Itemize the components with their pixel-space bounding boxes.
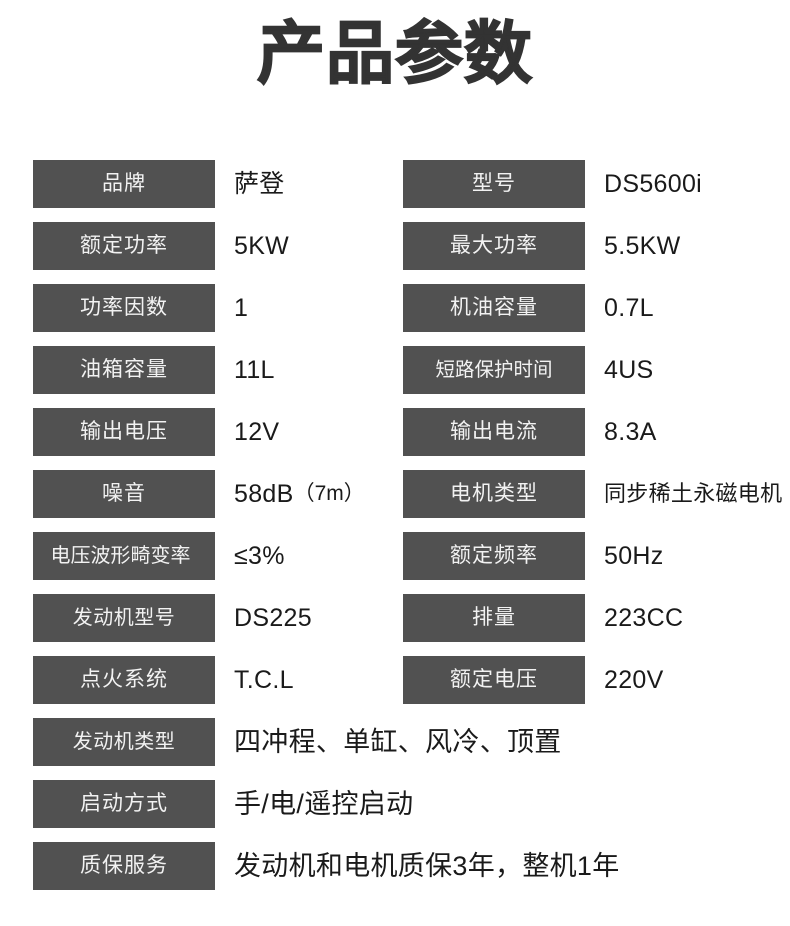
page-title: 产品参数 <box>256 15 533 93</box>
spec-value-short-circuit-time: 4US <box>604 356 654 384</box>
spec-cell-output-current: 输出电流 8.3A <box>403 408 768 470</box>
spec-value-engine-type: 四冲程、单缸、风冷、顶置 <box>234 727 562 757</box>
spec-cell-model: 型号 DS5600i <box>403 160 768 222</box>
spec-value-rated-power: 5KW <box>234 232 290 260</box>
spec-label-rated-voltage: 额定电压 <box>403 656 585 704</box>
spec-label-output-current: 输出电流 <box>403 408 585 456</box>
spec-cell-short-circuit-time: 短路保护时间 4US <box>403 346 768 408</box>
spec-label-noise: 噪音 <box>33 470 215 518</box>
spec-cell-engine-model: 发动机型号 DS225 <box>33 594 398 656</box>
spec-label-output-voltage: 输出电压 <box>33 408 215 456</box>
table-row: 发动机型号 DS225 排量 223CC <box>0 594 790 656</box>
spec-label-rated-frequency: 额定频率 <box>403 532 585 580</box>
spec-cell-rated-power: 额定功率 5KW <box>33 222 398 284</box>
table-row: 噪音 58dB （7m） 电机类型 同步稀土永磁电机 <box>0 470 790 532</box>
spec-cell-displacement: 排量 223CC <box>403 594 768 656</box>
spec-cell-tank-capacity: 油箱容量 11L <box>33 346 398 408</box>
spec-label-model: 型号 <box>403 160 585 208</box>
spec-value-displacement: 223CC <box>604 604 684 632</box>
spec-label-brand: 品牌 <box>33 160 215 208</box>
spec-value-start-mode: 手/电/遥控启动 <box>234 789 414 819</box>
spec-value-brand: 萨登 <box>234 170 285 198</box>
spec-value-ignition-system: T.C.L <box>234 666 294 694</box>
table-row: 启动方式 手/电/遥控启动 <box>0 780 790 842</box>
spec-value-engine-model: DS225 <box>234 604 312 632</box>
spec-label-rated-power: 额定功率 <box>33 222 215 270</box>
spec-cell-motor-type: 电机类型 同步稀土永磁电机 <box>403 470 782 532</box>
spec-cell-start-mode: 启动方式 手/电/遥控启动 <box>33 780 785 842</box>
spec-cell-engine-type: 发动机类型 四冲程、单缸、风冷、顶置 <box>33 718 785 780</box>
table-row: 输出电压 12V 输出电流 8.3A <box>0 408 790 470</box>
spec-label-ignition-system: 点火系统 <box>33 656 215 704</box>
spec-value-output-current: 8.3A <box>604 418 657 446</box>
spec-cell-noise: 噪音 58dB （7m） <box>33 470 398 532</box>
spec-cell-oil-capacity: 机油容量 0.7L <box>403 284 768 346</box>
spec-label-motor-type: 电机类型 <box>403 470 585 518</box>
spec-cell-rated-frequency: 额定频率 50Hz <box>403 532 768 594</box>
spec-table: 品牌 萨登 型号 DS5600i 额定功率 5KW 最大功率 5.5KW 功率因… <box>0 160 790 904</box>
noise-distance: （7m） <box>293 482 365 505</box>
spec-label-warranty: 质保服务 <box>33 842 215 890</box>
spec-label-tank-capacity: 油箱容量 <box>33 346 215 394</box>
spec-value-waveform-distortion: ≤3% <box>234 542 285 570</box>
spec-label-waveform-distortion: 电压波形畸变率 <box>33 532 215 580</box>
table-row: 点火系统 T.C.L 额定电压 220V <box>0 656 790 718</box>
spec-value-rated-voltage: 220V <box>604 666 664 694</box>
table-row: 油箱容量 11L 短路保护时间 4US <box>0 346 790 408</box>
spec-cell-power-factor: 功率因数 1 <box>33 284 398 346</box>
spec-value-tank-capacity: 11L <box>234 356 275 384</box>
spec-label-displacement: 排量 <box>403 594 585 642</box>
noise-level: 58dB <box>234 480 294 508</box>
spec-value-motor-type: 同步稀土永磁电机 <box>604 481 783 506</box>
spec-label-power-factor: 功率因数 <box>33 284 215 332</box>
spec-value-warranty: 发动机和电机质保3年，整机1年 <box>234 851 620 881</box>
spec-label-oil-capacity: 机油容量 <box>403 284 585 332</box>
spec-value-power-factor: 1 <box>234 294 249 322</box>
table-row: 电压波形畸变率 ≤3% 额定频率 50Hz <box>0 532 790 594</box>
spec-cell-max-power: 最大功率 5.5KW <box>403 222 768 284</box>
spec-cell-brand: 品牌 萨登 <box>33 160 398 222</box>
spec-cell-ignition-system: 点火系统 T.C.L <box>33 656 398 718</box>
table-row: 额定功率 5KW 最大功率 5.5KW <box>0 222 790 284</box>
spec-cell-rated-voltage: 额定电压 220V <box>403 656 768 718</box>
spec-label-engine-model: 发动机型号 <box>33 594 215 642</box>
spec-cell-waveform-distortion: 电压波形畸变率 ≤3% <box>33 532 398 594</box>
spec-value-model: DS5600i <box>604 170 702 198</box>
spec-value-output-voltage: 12V <box>234 418 280 446</box>
table-row: 品牌 萨登 型号 DS5600i <box>0 160 790 222</box>
spec-value-noise: 58dB （7m） <box>215 470 398 518</box>
spec-value-max-power: 5.5KW <box>604 232 681 260</box>
spec-cell-output-voltage: 输出电压 12V <box>33 408 398 470</box>
spec-value-rated-frequency: 50Hz <box>604 542 664 570</box>
table-row: 发动机类型 四冲程、单缸、风冷、顶置 <box>0 718 790 780</box>
spec-value-oil-capacity: 0.7L <box>604 294 654 322</box>
spec-label-start-mode: 启动方式 <box>33 780 215 828</box>
spec-label-short-circuit-time: 短路保护时间 <box>403 346 585 394</box>
table-row: 功率因数 1 机油容量 0.7L <box>0 284 790 346</box>
table-row: 质保服务 发动机和电机质保3年，整机1年 <box>0 842 790 904</box>
spec-label-engine-type: 发动机类型 <box>33 718 215 766</box>
spec-label-max-power: 最大功率 <box>403 222 585 270</box>
spec-cell-warranty: 质保服务 发动机和电机质保3年，整机1年 <box>33 842 785 904</box>
